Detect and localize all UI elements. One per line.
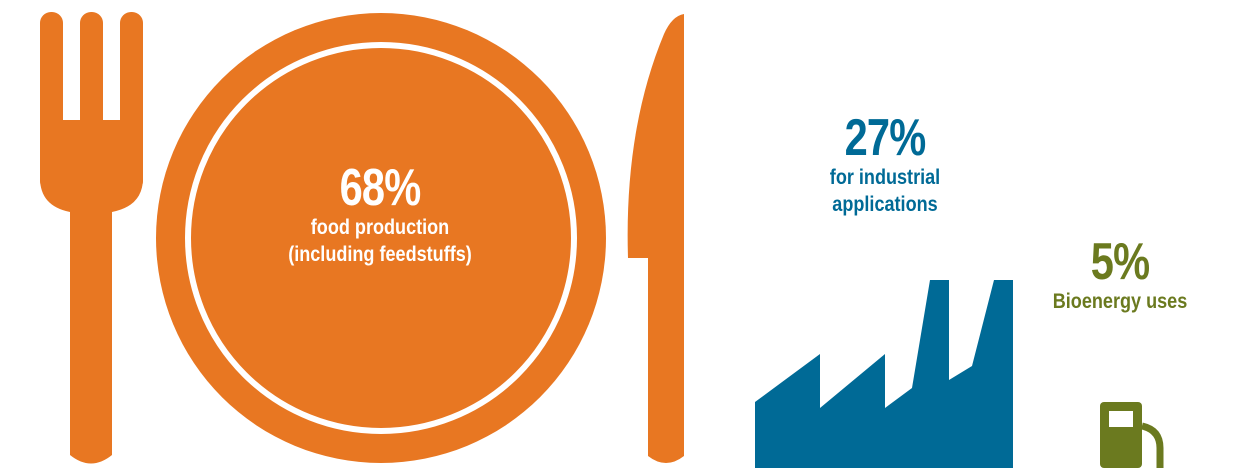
bioenergy-stat: 5% Bioenergy uses: [1020, 236, 1220, 315]
industrial-label-line1: for industrial: [829, 166, 941, 189]
factory-icon: [755, 280, 1013, 468]
bioenergy-percent: 5%: [1090, 233, 1150, 291]
industrial-label-line2: applications: [832, 193, 938, 217]
bioenergy-label: Bioenergy uses: [1052, 290, 1188, 313]
food-production-stat: 68% food production (including feedstuff…: [230, 162, 530, 269]
industrial-percent: 27%: [844, 109, 927, 167]
fuel-pump-icon: [1100, 402, 1164, 468]
food-production-percent: 68%: [339, 159, 422, 217]
food-production-label-line1: food production: [310, 216, 450, 239]
industrial-stat: 27% for industrial applications: [770, 112, 1000, 219]
plate-icon: [156, 13, 606, 463]
knife-icon: [627, 14, 684, 463]
food-production-label-line2: (including feedstuffs): [288, 243, 472, 267]
fork-icon: [40, 12, 143, 464]
